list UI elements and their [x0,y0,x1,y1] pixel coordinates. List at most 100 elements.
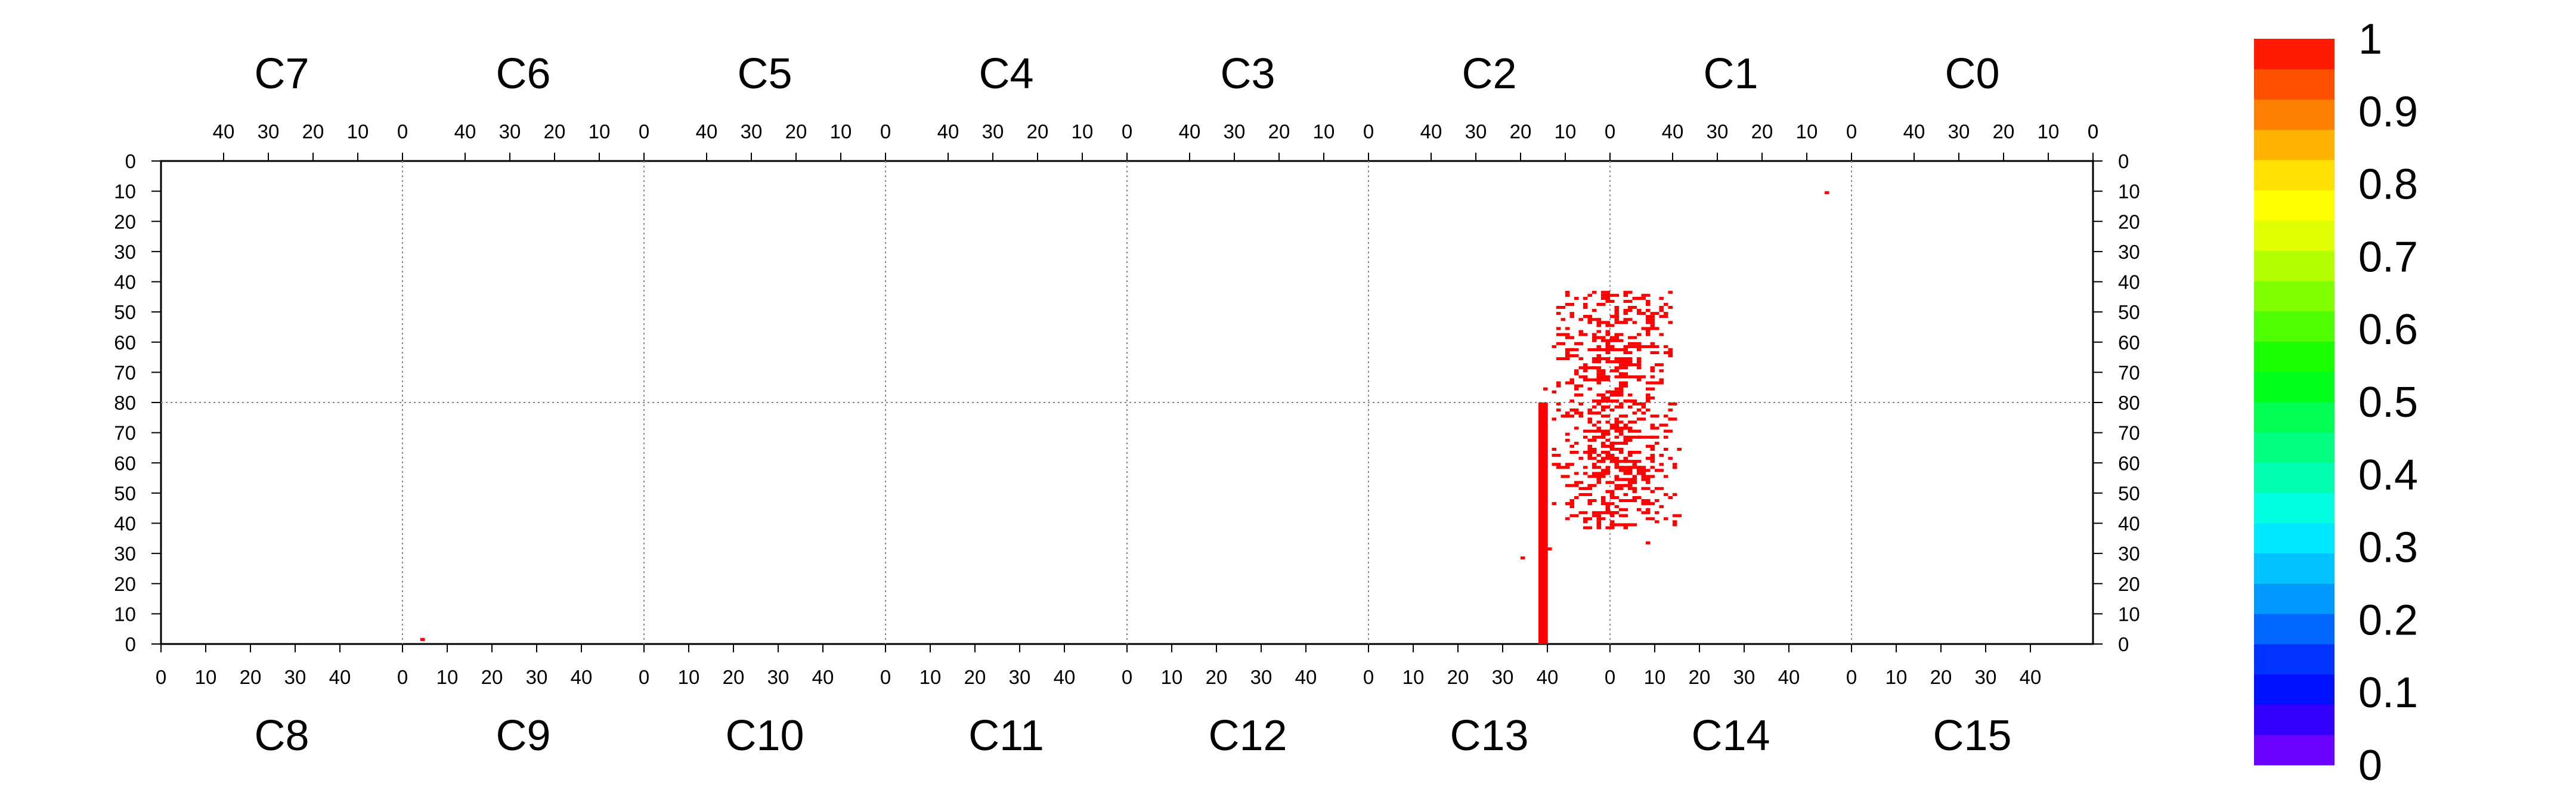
hit-pixel [1556,312,1561,315]
hit-pixel [1605,472,1610,475]
hit-pixel [1605,432,1610,436]
hit-pixel [1646,444,1651,448]
hit-pixel [1650,366,1655,370]
hit-pixel [1614,426,1619,430]
hit-pixel [1596,426,1601,430]
hit-pixel [1614,487,1624,490]
hit-pixel [1596,354,1601,358]
hit-pixel [1601,496,1606,499]
hit-pixel [1641,296,1646,300]
hit-pixel [1623,493,1628,496]
hit-pixel [1596,517,1606,521]
hit-pixel [1646,408,1651,412]
hit-pixel [1592,333,1597,336]
hit-pixel [1646,469,1651,472]
colorbar-tick-label: 0.3 [2358,524,2418,572]
hit-pixel [1601,441,1606,445]
hit-pixel [1587,457,1597,460]
hit-pixel [1628,466,1633,469]
hit-pixel [1569,378,1574,382]
x-tick-label-bottom: 0 [1363,666,1374,688]
hit-pixel [1650,454,1655,457]
hit-pixel [1610,444,1615,448]
hit-pixel [1664,517,1668,521]
colorbar-tick-label: 0.7 [2358,233,2418,281]
hit-pixel [1569,484,1574,487]
hit-pixel [1673,523,1677,527]
hit-pixel [1565,484,1570,487]
hit-pixel [1574,354,1579,358]
hit-pixel [1556,466,1561,469]
hit-pixel [1596,318,1601,321]
x-tick-label-bottom: 40 [1295,666,1317,688]
hit-pixel [1659,454,1664,457]
hit-pixel [1637,309,1642,312]
hit-pixel [1623,438,1628,442]
hit-pixel [1632,499,1637,503]
hit-pixel [1601,293,1606,297]
hit-pixel [1650,444,1655,448]
y-tick-label-left: 80 [114,392,136,414]
y-tick-label-right: 30 [2118,241,2140,263]
hit-pixel [1637,408,1642,412]
x-tick-label-top: 20 [1027,120,1049,143]
hit-pixel [1596,330,1601,333]
y-tick-label-left: 70 [114,422,136,444]
hit-pixel [1677,447,1682,451]
hit-pixel [1610,324,1615,327]
hit-pixel [1641,435,1646,439]
hit-pixel [1646,333,1651,336]
x-tick-label-bottom: 40 [2020,666,2042,688]
hit-pixel [1668,321,1673,324]
hit-pixel [1619,466,1624,469]
y-tick-label-left: 0 [125,150,136,172]
hit-pixel [1605,457,1610,460]
hit-pixel [1601,296,1610,300]
hit-pixel [1561,466,1565,469]
hit-pixel [1668,457,1673,460]
x-tick-label-top: 40 [1903,120,1925,143]
hit-pixel [1569,514,1574,518]
hit-pixel [1583,520,1588,524]
hit-pixel [1574,372,1579,376]
hit-pixel [1592,484,1597,487]
hit-pixel [1673,493,1677,496]
hit-pixel [1650,375,1655,379]
hit-pixel [1587,438,1597,442]
hit-pixel [1565,302,1574,306]
hit-pixel [1556,408,1561,412]
hit-pixel [1632,363,1637,367]
hit-pixel [1641,511,1646,515]
x-tick-label-bottom: 10 [1161,666,1183,688]
chip-gridlines [161,161,2093,644]
hit-pixel [1623,499,1633,503]
x-tick-label-top: 10 [2038,120,2060,143]
hit-pixel [1592,463,1597,466]
hit-pixel [1655,363,1664,367]
hit-pixel [1605,481,1615,484]
hit-pixel [1605,490,1615,493]
hit-pixel [1664,447,1668,451]
hit-pixel [1619,357,1624,361]
hit-pixel [1592,405,1597,409]
hit-pixel [1552,390,1556,394]
hit-pixel [1596,321,1601,324]
hit-pixel [1614,387,1624,391]
hit-pixel [1619,478,1628,481]
hit-pixel [1601,348,1606,351]
hit-pixel [1583,435,1588,439]
hit-pixel [1610,523,1615,527]
hit-pixel [1646,541,1651,544]
hit-pixel [1619,469,1624,472]
hit-pixel [1619,366,1628,370]
hit-pixel [1619,375,1628,379]
hit-pixel [1614,420,1619,424]
x-tick-label-bottom: 40 [1537,666,1559,688]
hit-pixel [1601,499,1606,503]
colorbar-segment [2254,523,2334,554]
colorbar-segment [2254,220,2334,251]
hit-pixel [1614,399,1619,402]
x-tick-label-top: 40 [1662,120,1684,143]
hit-pixel [1619,451,1624,454]
colorbar-tick-label: 0.9 [2358,88,2418,136]
